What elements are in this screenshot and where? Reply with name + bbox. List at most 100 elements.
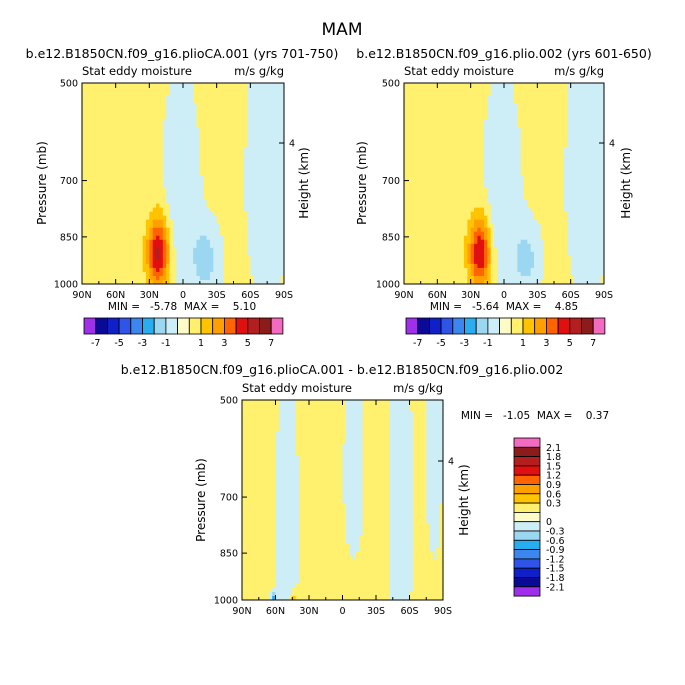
field-cell: [587, 131, 592, 136]
field-cell: [514, 95, 518, 100]
field-cell: [474, 111, 478, 116]
field-cell: [490, 103, 495, 108]
field-cell: [142, 91, 147, 96]
field-cell: [85, 211, 90, 217]
field-cell: [162, 219, 167, 225]
field-cell: [427, 91, 432, 96]
field-cell: [189, 271, 194, 277]
field-cell: [534, 131, 538, 136]
field-cell: [570, 155, 575, 160]
field-cell: [176, 195, 181, 200]
field-cell: [420, 163, 425, 168]
field-cell: [122, 139, 127, 144]
field-cell: [404, 107, 408, 112]
field-cell: [567, 131, 572, 136]
field-cell: [454, 131, 458, 136]
field-cell: [105, 255, 110, 261]
field-cell: [574, 207, 578, 213]
field-cell: [437, 195, 442, 200]
field-cell: [105, 247, 110, 253]
field-cell: [240, 131, 244, 136]
field-cell: [142, 191, 147, 196]
field-cell: [115, 227, 120, 233]
field-cell: [203, 159, 207, 164]
field-cell: [105, 207, 110, 213]
field-cell: [132, 263, 137, 269]
field-cell: [156, 159, 160, 164]
field-cell: [246, 263, 251, 269]
field-cell: [135, 171, 140, 176]
field-cell: [447, 175, 452, 180]
field-cell: [540, 87, 545, 92]
field-cell: [464, 139, 468, 144]
field-cell: [530, 107, 535, 112]
field-cell: [554, 175, 558, 180]
field-cell: [236, 215, 241, 221]
field-cell: [410, 127, 415, 132]
field-cell: [487, 207, 492, 213]
field-cell: [507, 187, 512, 192]
field-cell: [253, 123, 258, 128]
field-cell: [105, 119, 110, 124]
field-cell: [507, 159, 512, 164]
field-cell: [152, 167, 157, 172]
field-cell: [230, 111, 234, 116]
field-cell: [447, 139, 452, 144]
field-cell: [510, 83, 515, 88]
field-cell: [139, 139, 143, 144]
field-cell: [230, 127, 234, 132]
field-cell: [196, 243, 201, 249]
field-cell: [213, 259, 218, 265]
field-cell: [267, 247, 271, 253]
field-cell: [494, 203, 498, 209]
field-cell: [410, 155, 415, 160]
field-cell: [88, 103, 93, 108]
field-cell: [220, 279, 224, 285]
field-cell: [92, 203, 96, 209]
field-cell: [220, 163, 224, 168]
field-cell: [115, 263, 120, 269]
field-cell: [277, 259, 282, 265]
field-cell: [142, 211, 147, 217]
field-cell: [196, 187, 201, 192]
field-cell: [223, 227, 228, 233]
field-cell: [520, 143, 525, 148]
field-cell: [152, 187, 157, 192]
field-cell: [142, 215, 147, 221]
field-cell: [484, 107, 488, 112]
field-cell: [220, 155, 224, 160]
field-cell: [206, 167, 211, 172]
field-cell: [277, 207, 282, 213]
field-cell: [226, 235, 231, 241]
field-cell: [108, 267, 113, 273]
field-cell: [102, 179, 106, 184]
field-cell: [186, 135, 191, 140]
field-cell: [507, 111, 512, 116]
field-cell: [95, 195, 100, 200]
field-cell: [92, 219, 96, 225]
field-cell: [487, 111, 492, 116]
field-cell: [567, 83, 572, 88]
field-cell: [440, 83, 445, 88]
field-cell: [226, 155, 231, 160]
field-cell: [129, 203, 133, 209]
field-cell: [122, 167, 127, 172]
field-cell: [470, 99, 475, 104]
field-cell: [417, 195, 422, 200]
field-cell: [119, 139, 123, 144]
field-cell: [226, 211, 231, 217]
field-cell: [246, 275, 251, 281]
field-cell: [267, 123, 271, 128]
field-cell: [257, 139, 261, 144]
field-cell: [417, 191, 422, 196]
field-cell: [530, 183, 535, 188]
field-cell: [544, 175, 548, 180]
field-cell: [500, 155, 505, 160]
field-cell: [544, 207, 548, 213]
field-cell: [213, 95, 218, 100]
field-cell: [257, 219, 261, 225]
field-cell: [186, 231, 191, 237]
field-cell: [85, 203, 90, 209]
field-cell: [253, 135, 258, 140]
field-cell: [407, 115, 412, 120]
